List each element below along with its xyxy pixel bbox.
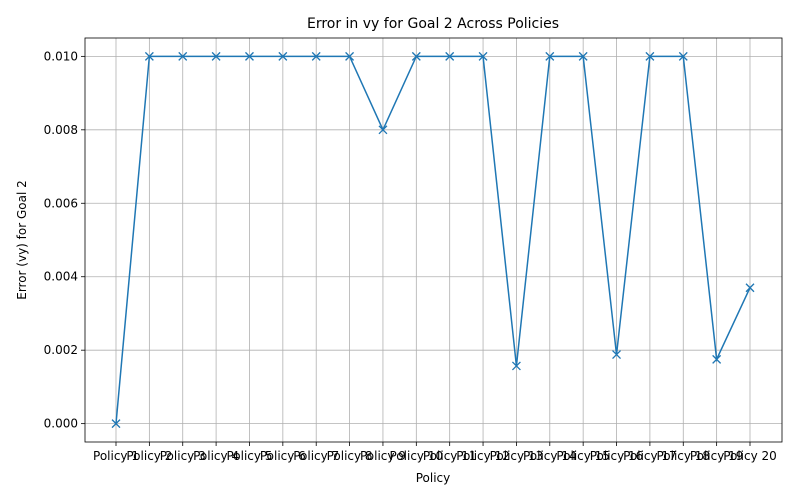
y-tick-label: 0.002: [44, 343, 78, 357]
series: [111, 51, 755, 429]
x-tick-label: Policy 5: [226, 449, 272, 463]
x-tick-label: Policy 12: [456, 449, 510, 463]
data-point: [144, 51, 154, 61]
x-tick-label: Policy 13: [490, 449, 544, 463]
x-tick-label: Policy 14: [523, 449, 577, 463]
data-point: [111, 419, 121, 429]
grid: [85, 38, 782, 442]
x-tick-label: Policy 3: [160, 449, 206, 463]
data-point: [378, 125, 388, 135]
data-point: [478, 51, 488, 61]
data-point: [645, 51, 655, 61]
y-tick-label: 0.008: [44, 123, 78, 137]
x-tick-label: Policy 11: [423, 449, 477, 463]
x-tick-label: Policy 10: [390, 449, 444, 463]
x-tick-label: Policy 2: [126, 449, 172, 463]
data-point: [278, 51, 288, 61]
y-tick-label: 0.004: [44, 270, 78, 284]
data-point: [678, 51, 688, 61]
data-point: [578, 51, 588, 61]
data-point: [178, 51, 188, 61]
x-tick-label: Policy 18: [656, 449, 710, 463]
data-point: [612, 350, 621, 360]
data-point: [411, 51, 421, 61]
x-tick-label: Policy 7: [293, 449, 339, 463]
y-axis-label: Error (vy) for Goal 2: [15, 180, 29, 300]
y-axis: 0.000 0.002 0.004 0.006 0.008 0.010: [44, 49, 85, 431]
x-axis-label: Policy: [416, 471, 451, 485]
x-tick-label: Policy 16: [590, 449, 644, 463]
data-point: [245, 51, 254, 61]
data-point: [345, 51, 355, 61]
x-tick-label: Policy 6: [260, 449, 306, 463]
plot-frame: [84, 37, 783, 443]
x-tick-label: Policy 20: [723, 449, 777, 463]
y-tick-label: 0.000: [44, 417, 78, 431]
x-tick-label: Policy 1: [93, 449, 139, 463]
x-tick-label: Policy 9: [360, 449, 406, 463]
data-point: [511, 361, 521, 371]
chart-title: Error in vy for Goal 2 Across Policies: [307, 16, 559, 32]
x-tick-label: Policy 19: [690, 449, 744, 463]
series-line: [115, 55, 751, 424]
data-point: [745, 283, 755, 293]
x-tick-label: Policy 4: [193, 449, 239, 463]
x-tick-label: Policy 15: [556, 449, 610, 463]
data-point: [445, 51, 455, 61]
x-tick-label: Policy 17: [623, 449, 677, 463]
data-point: [545, 51, 555, 61]
y-tick-label: 0.010: [44, 49, 78, 63]
data-point: [311, 51, 321, 61]
data-point: [712, 354, 722, 364]
y-tick-label: 0.006: [44, 196, 78, 210]
x-tick-label: Policy 8: [327, 449, 373, 463]
data-point: [211, 51, 221, 61]
